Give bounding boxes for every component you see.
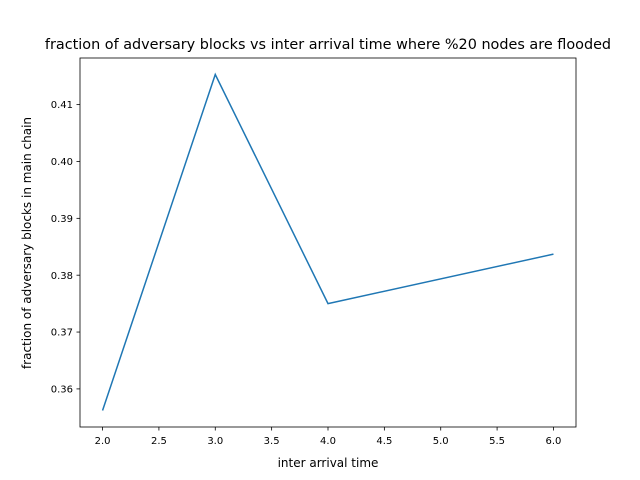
- x-tick-label: 3.5: [264, 436, 280, 447]
- x-tick-label: 3.0: [207, 436, 223, 447]
- x-axis-ticks: 2.0 2.5 3.0 3.5 4.0 4.5 5.0 5.5 6.0: [95, 427, 562, 447]
- series-layer: [101, 72, 554, 411]
- y-tick-label: 0.36: [51, 385, 73, 396]
- chart-title: fraction of adversary blocks vs inter ar…: [45, 37, 611, 53]
- y-tick-label: 0.38: [51, 271, 73, 282]
- x-tick-label: 5.5: [489, 436, 505, 447]
- x-tick-label: 4.5: [376, 436, 392, 447]
- y-tick-label: 0.39: [51, 214, 73, 225]
- plot-area: [80, 58, 576, 427]
- y-axis-label: fraction of adversary blocks in main cha…: [20, 117, 34, 369]
- y-axis-ticks: 0.36 0.37 0.38 0.39 0.40 0.41: [51, 100, 80, 396]
- y-tick-label: 0.41: [51, 100, 73, 111]
- y-tick-label: 0.40: [51, 157, 73, 168]
- x-tick-label: 4.0: [320, 436, 336, 447]
- x-tick-label: 5.0: [433, 436, 449, 447]
- x-tick-label: 2.0: [95, 436, 111, 447]
- x-tick-label: 6.0: [546, 436, 562, 447]
- y-tick-label: 0.37: [51, 328, 73, 339]
- series-line: [101, 72, 554, 411]
- x-axis-label: inter arrival time: [278, 456, 379, 470]
- x-tick-label: 2.5: [151, 436, 167, 447]
